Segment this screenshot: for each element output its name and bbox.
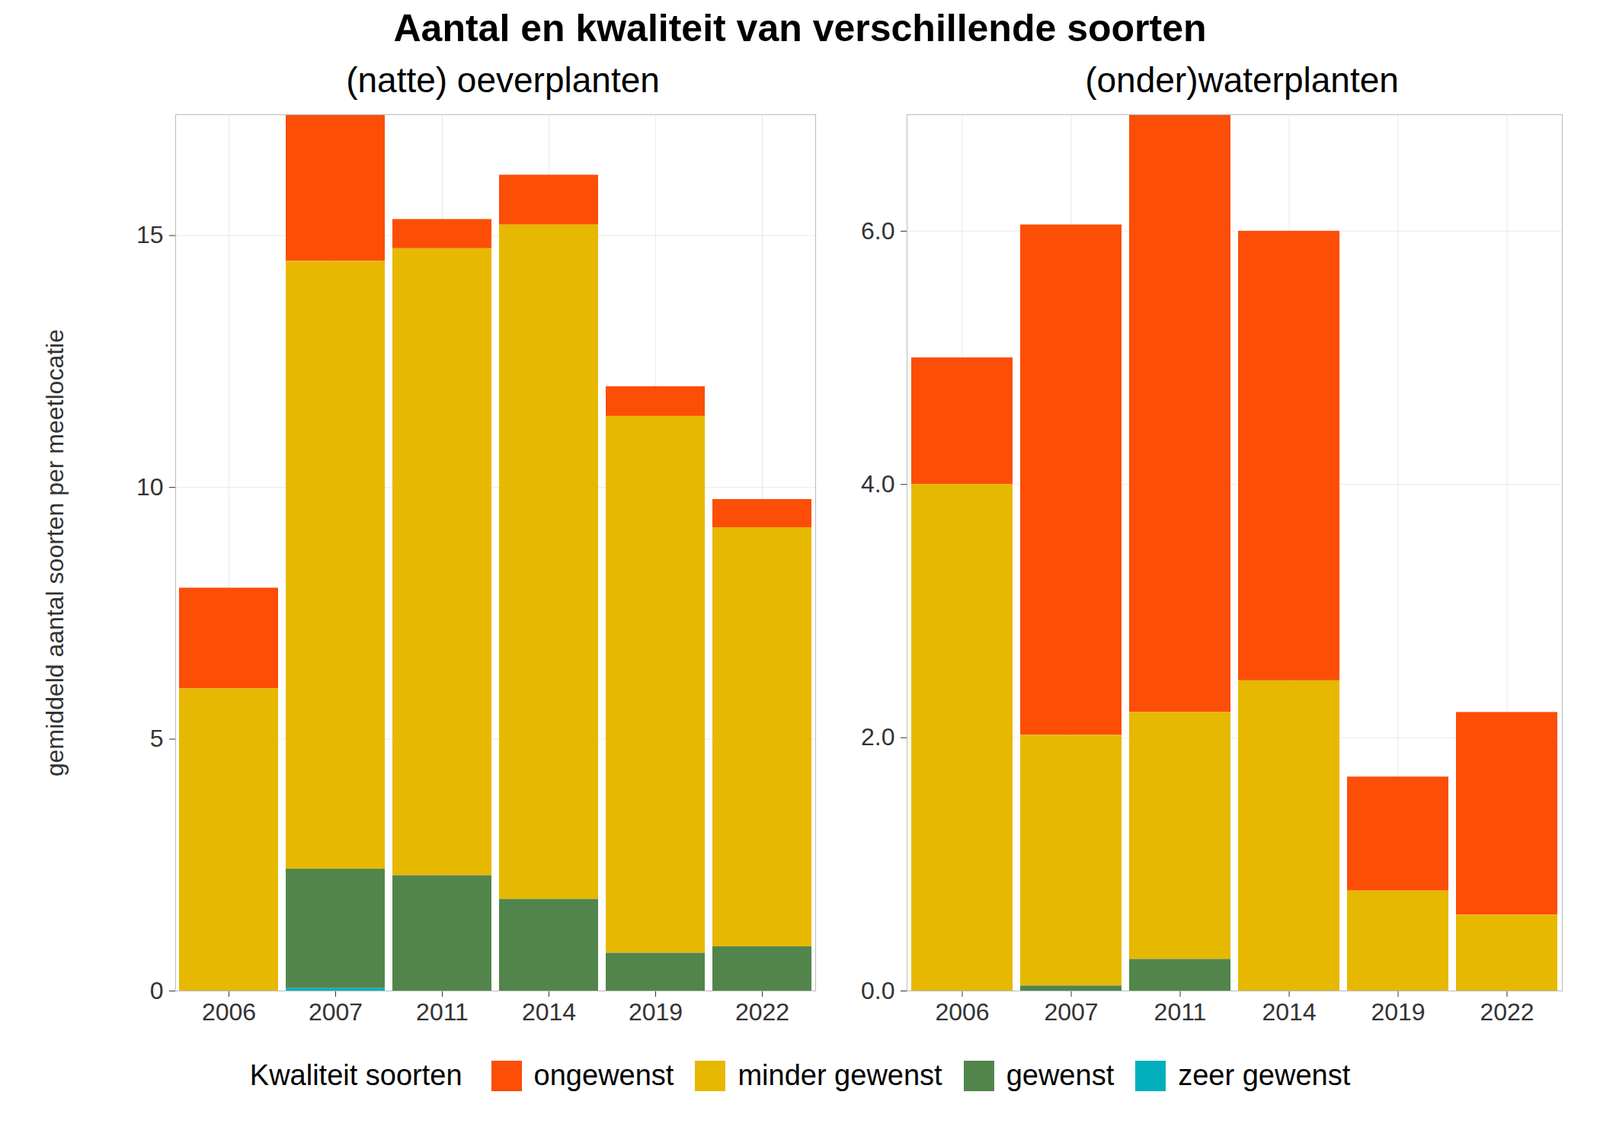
svg-text:5: 5 (150, 724, 164, 752)
svg-text:2022: 2022 (1479, 998, 1534, 1026)
svg-text:2014: 2014 (1261, 998, 1316, 1026)
html-text:(natte) oeverplanten: (natte) oeverplanten (345, 60, 660, 100)
svg-text:2007: 2007 (1043, 998, 1098, 1026)
svg-text:2006: 2006 (934, 998, 989, 1026)
svg-text:2011: 2011 (416, 998, 469, 1026)
svg-text:2.0: 2.0 (860, 723, 895, 751)
svg-text:gemiddeld aantal soorten per m: gemiddeld aantal soorten per meetlocatie (41, 329, 69, 777)
svg-text:0.0: 0.0 (860, 976, 895, 1005)
svg-text:10: 10 (136, 473, 164, 501)
svg-text:2019: 2019 (1370, 998, 1425, 1026)
svg-text:15: 15 (136, 220, 164, 249)
svg-text:6.0: 6.0 (860, 217, 895, 245)
html-text:Kwaliteit soorten: Kwaliteit soorten (249, 1059, 463, 1092)
svg-text:4.0: 4.0 (860, 470, 895, 498)
svg-text:2007: 2007 (308, 998, 363, 1026)
svg-text:2014: 2014 (521, 998, 576, 1026)
html-text:(onder)waterplanten: (onder)waterplanten (1085, 60, 1399, 100)
html-text:gewenst: gewenst (1006, 1059, 1115, 1092)
html-text:minder gewenst: minder gewenst (737, 1059, 943, 1092)
html-text:zeer gewenst: zeer gewenst (1178, 1059, 1351, 1092)
html-text:Aantal en kwaliteit van versch: Aantal en kwaliteit van verschillende so… (393, 6, 1207, 50)
svg-text:0: 0 (150, 976, 164, 1005)
svg-text:2022: 2022 (735, 998, 790, 1026)
svg-text:2019: 2019 (628, 998, 683, 1026)
html-text:ongewenst: ongewenst (533, 1059, 674, 1092)
svg-text:2006: 2006 (201, 998, 256, 1026)
svg-text:2011: 2011 (1154, 998, 1207, 1026)
